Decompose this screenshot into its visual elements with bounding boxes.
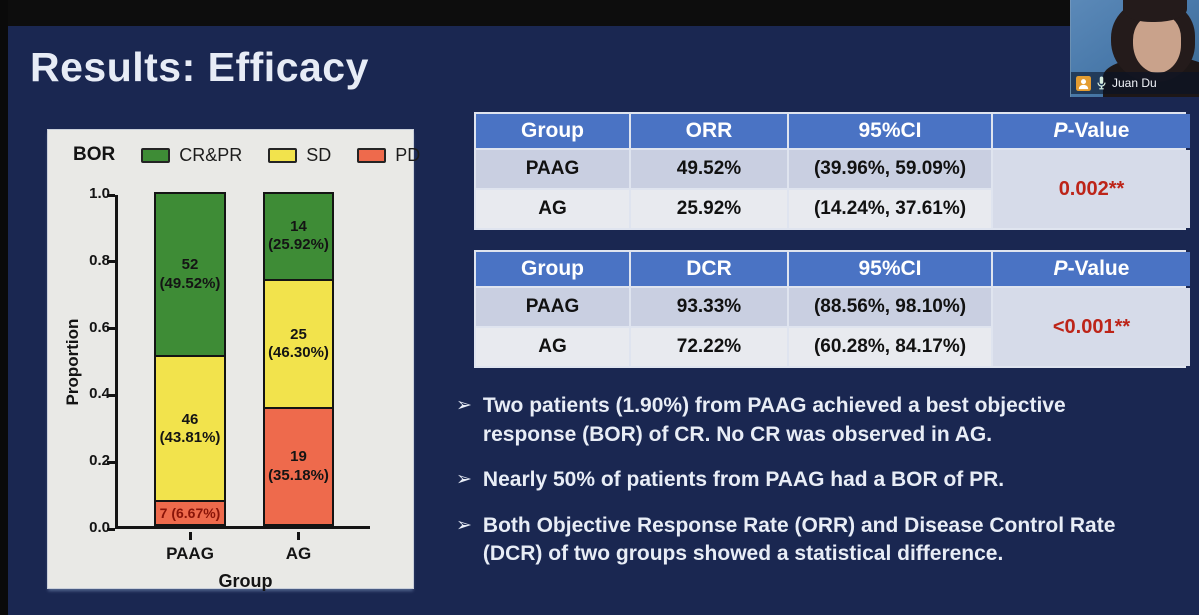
dcr-row-ag-value: 72.22%	[631, 328, 787, 366]
y-axis-label: Proportion	[63, 318, 82, 406]
orr-header-metric: ORR	[631, 114, 787, 148]
x-axis-label: Group	[218, 571, 273, 591]
bar-segment-sd: 46 (43.81%)	[156, 355, 224, 501]
segment-count: 46	[181, 410, 199, 428]
webcam-person-fringe	[1123, 0, 1187, 22]
xtick-mark	[297, 532, 300, 540]
p-suffix: -Value	[1067, 119, 1130, 142]
orr-header-group: Group	[476, 114, 629, 148]
ytick-label: 1.0	[89, 185, 110, 202]
letterbox-left-strip	[0, 0, 8, 615]
chart-legend-items: CR&PR SD PD	[141, 145, 420, 166]
dcr-header-pvalue: P -Value	[993, 252, 1190, 286]
bar-segment-sd: 25 (46.30%)	[265, 278, 332, 408]
orr-header-ci: 95%CI	[789, 114, 991, 148]
dcr-p-value: <0.001**	[993, 288, 1190, 366]
bar-segment-cr-pr: 14 (25.92%)	[265, 194, 332, 279]
xtick-label: AG	[285, 544, 312, 563]
dcr-row-paag-ci: (88.56%, 98.10%)	[789, 288, 991, 326]
orr-row-paag-ci: (39.96%, 59.09%)	[789, 150, 991, 188]
ytick-mark	[107, 260, 115, 264]
bar-ag: 14 (25.92%) 25 (46.30%) 19 (35.18%)	[263, 192, 334, 526]
orr-header-pvalue: P -Value	[993, 114, 1190, 148]
legend-label: SD	[306, 144, 332, 165]
legend-item-cr&pr: CR&PR	[141, 145, 242, 166]
dcr-header-metric: DCR	[631, 252, 787, 286]
dcr-header-group: Group	[476, 252, 629, 286]
legend-item-pd: PD	[357, 145, 420, 166]
ytick-label: 0.4	[89, 385, 110, 403]
segment-pct: (25.92%)	[268, 236, 329, 254]
webcam-person-face	[1133, 15, 1181, 73]
bullet-item: ➢ Two patients (1.90%) from PAAG achieve…	[456, 392, 1196, 449]
bullet-text: Two patients (1.90%) from PAAG achieved …	[482, 394, 1066, 446]
orr-table: Group ORR 95%CI P -Value PAAG 49.52% (39.…	[474, 112, 1190, 230]
ytick-label: 0.8	[89, 251, 110, 269]
segment-label: 7 (6.67%)	[159, 504, 221, 521]
bullet-arrow-icon: ➢	[456, 469, 472, 491]
segment-pct: (43.81%)	[159, 428, 221, 446]
bor-chart-panel: BOR CR&PR SD PD Proportion Group 1.0 0.8 0.6…	[48, 130, 420, 591]
bullet-arrow-icon: ➢	[456, 395, 472, 416]
xtick-label: PAAG	[166, 544, 214, 563]
letterbox-top-bar	[0, 0, 1199, 26]
p-italic: P	[1053, 257, 1068, 280]
dcr-row-ag-ci: (60.28%, 84.17%)	[789, 328, 991, 366]
p-italic: P	[1053, 119, 1068, 142]
bar-paag: 52 (49.52%) 46 (43.81%) 7 (6.67%)	[154, 192, 226, 526]
ytick-label: 0.2	[89, 452, 110, 470]
bar-segment-pd: 7 (6.67%)	[156, 500, 224, 525]
ytick-label: 0.6	[89, 318, 110, 336]
webcam-name-bar: Juan Du	[1071, 72, 1199, 94]
ytick-mark	[107, 327, 115, 331]
ytick-mark	[107, 460, 115, 464]
orr-p-value: 0.002**	[993, 150, 1190, 228]
bullet-text: Nearly 50% of patients from PAAG had a B…	[482, 468, 1005, 492]
legend-swatch	[141, 147, 171, 163]
legend-label: PD	[395, 144, 421, 165]
dcr-table: Group DCR 95%CI P -Value PAAG 93.33% (88.…	[474, 250, 1190, 368]
bullet-list: ➢ Two patients (1.90%) from PAAG achieve…	[456, 392, 1196, 586]
orr-row-ag-group: AG	[476, 190, 629, 228]
microphone-icon	[1097, 76, 1106, 90]
plot-area: Proportion Group 1.0 0.8 0.6 0.4 0.2 0.0 52 (49…	[63, 185, 370, 591]
webcam-tile[interactable]: Juan Du	[1070, 0, 1199, 97]
p-suffix: -Value	[1067, 257, 1130, 280]
orr-row-ag-value: 25.92%	[631, 190, 787, 228]
segment-count: 52	[181, 256, 199, 274]
segment-count: 14	[290, 217, 307, 235]
segment-pct: (46.30%)	[268, 343, 329, 361]
dcr-row-paag-value: 93.33%	[631, 288, 787, 326]
ytick-mark	[107, 393, 115, 397]
legend-label: CR&PR	[179, 144, 243, 165]
page-title: Results: Efficacy	[30, 44, 369, 90]
legend-swatch	[357, 147, 387, 163]
orr-row-paag-value: 49.52%	[631, 150, 787, 188]
bullet-item: ➢ Nearly 50% of patients from PAAG had a…	[456, 466, 1196, 495]
bullet-item: ➢ Both Objective Response Rate (ORR) and…	[456, 512, 1196, 569]
ytick-mark	[107, 527, 115, 531]
xtick-mark	[188, 532, 192, 540]
orr-row-ag-ci: (14.24%, 37.61%)	[789, 190, 991, 228]
bullet-text: Both Objective Response Rate (ORR) and D…	[482, 513, 1116, 566]
legend-swatch	[268, 147, 298, 163]
bullet-arrow-icon: ➢	[456, 514, 472, 536]
chart-legend: BOR CR&PR SD PD	[73, 144, 420, 166]
bar-segment-pd: 19 (35.18%)	[265, 407, 332, 524]
orr-row-paag-group: PAAG	[476, 150, 629, 188]
ytick-label: 0.0	[89, 519, 110, 536]
ytick-mark	[107, 193, 115, 197]
segment-pct: (49.52%)	[159, 274, 221, 292]
dcr-row-ag-group: AG	[476, 328, 629, 366]
participant-avatar-icon	[1076, 75, 1091, 91]
segment-pct: (35.18%)	[268, 466, 329, 484]
chart-legend-title: BOR	[73, 144, 116, 165]
dcr-row-paag-group: PAAG	[476, 288, 629, 326]
legend-item-sd: SD	[268, 145, 331, 166]
segment-count: 19	[290, 448, 307, 466]
segment-count: 25	[290, 325, 307, 343]
presenter-name: Juan Du	[1112, 76, 1157, 90]
bar-segment-cr-pr: 52 (49.52%)	[156, 194, 224, 356]
dcr-header-ci: 95%CI	[789, 252, 991, 286]
